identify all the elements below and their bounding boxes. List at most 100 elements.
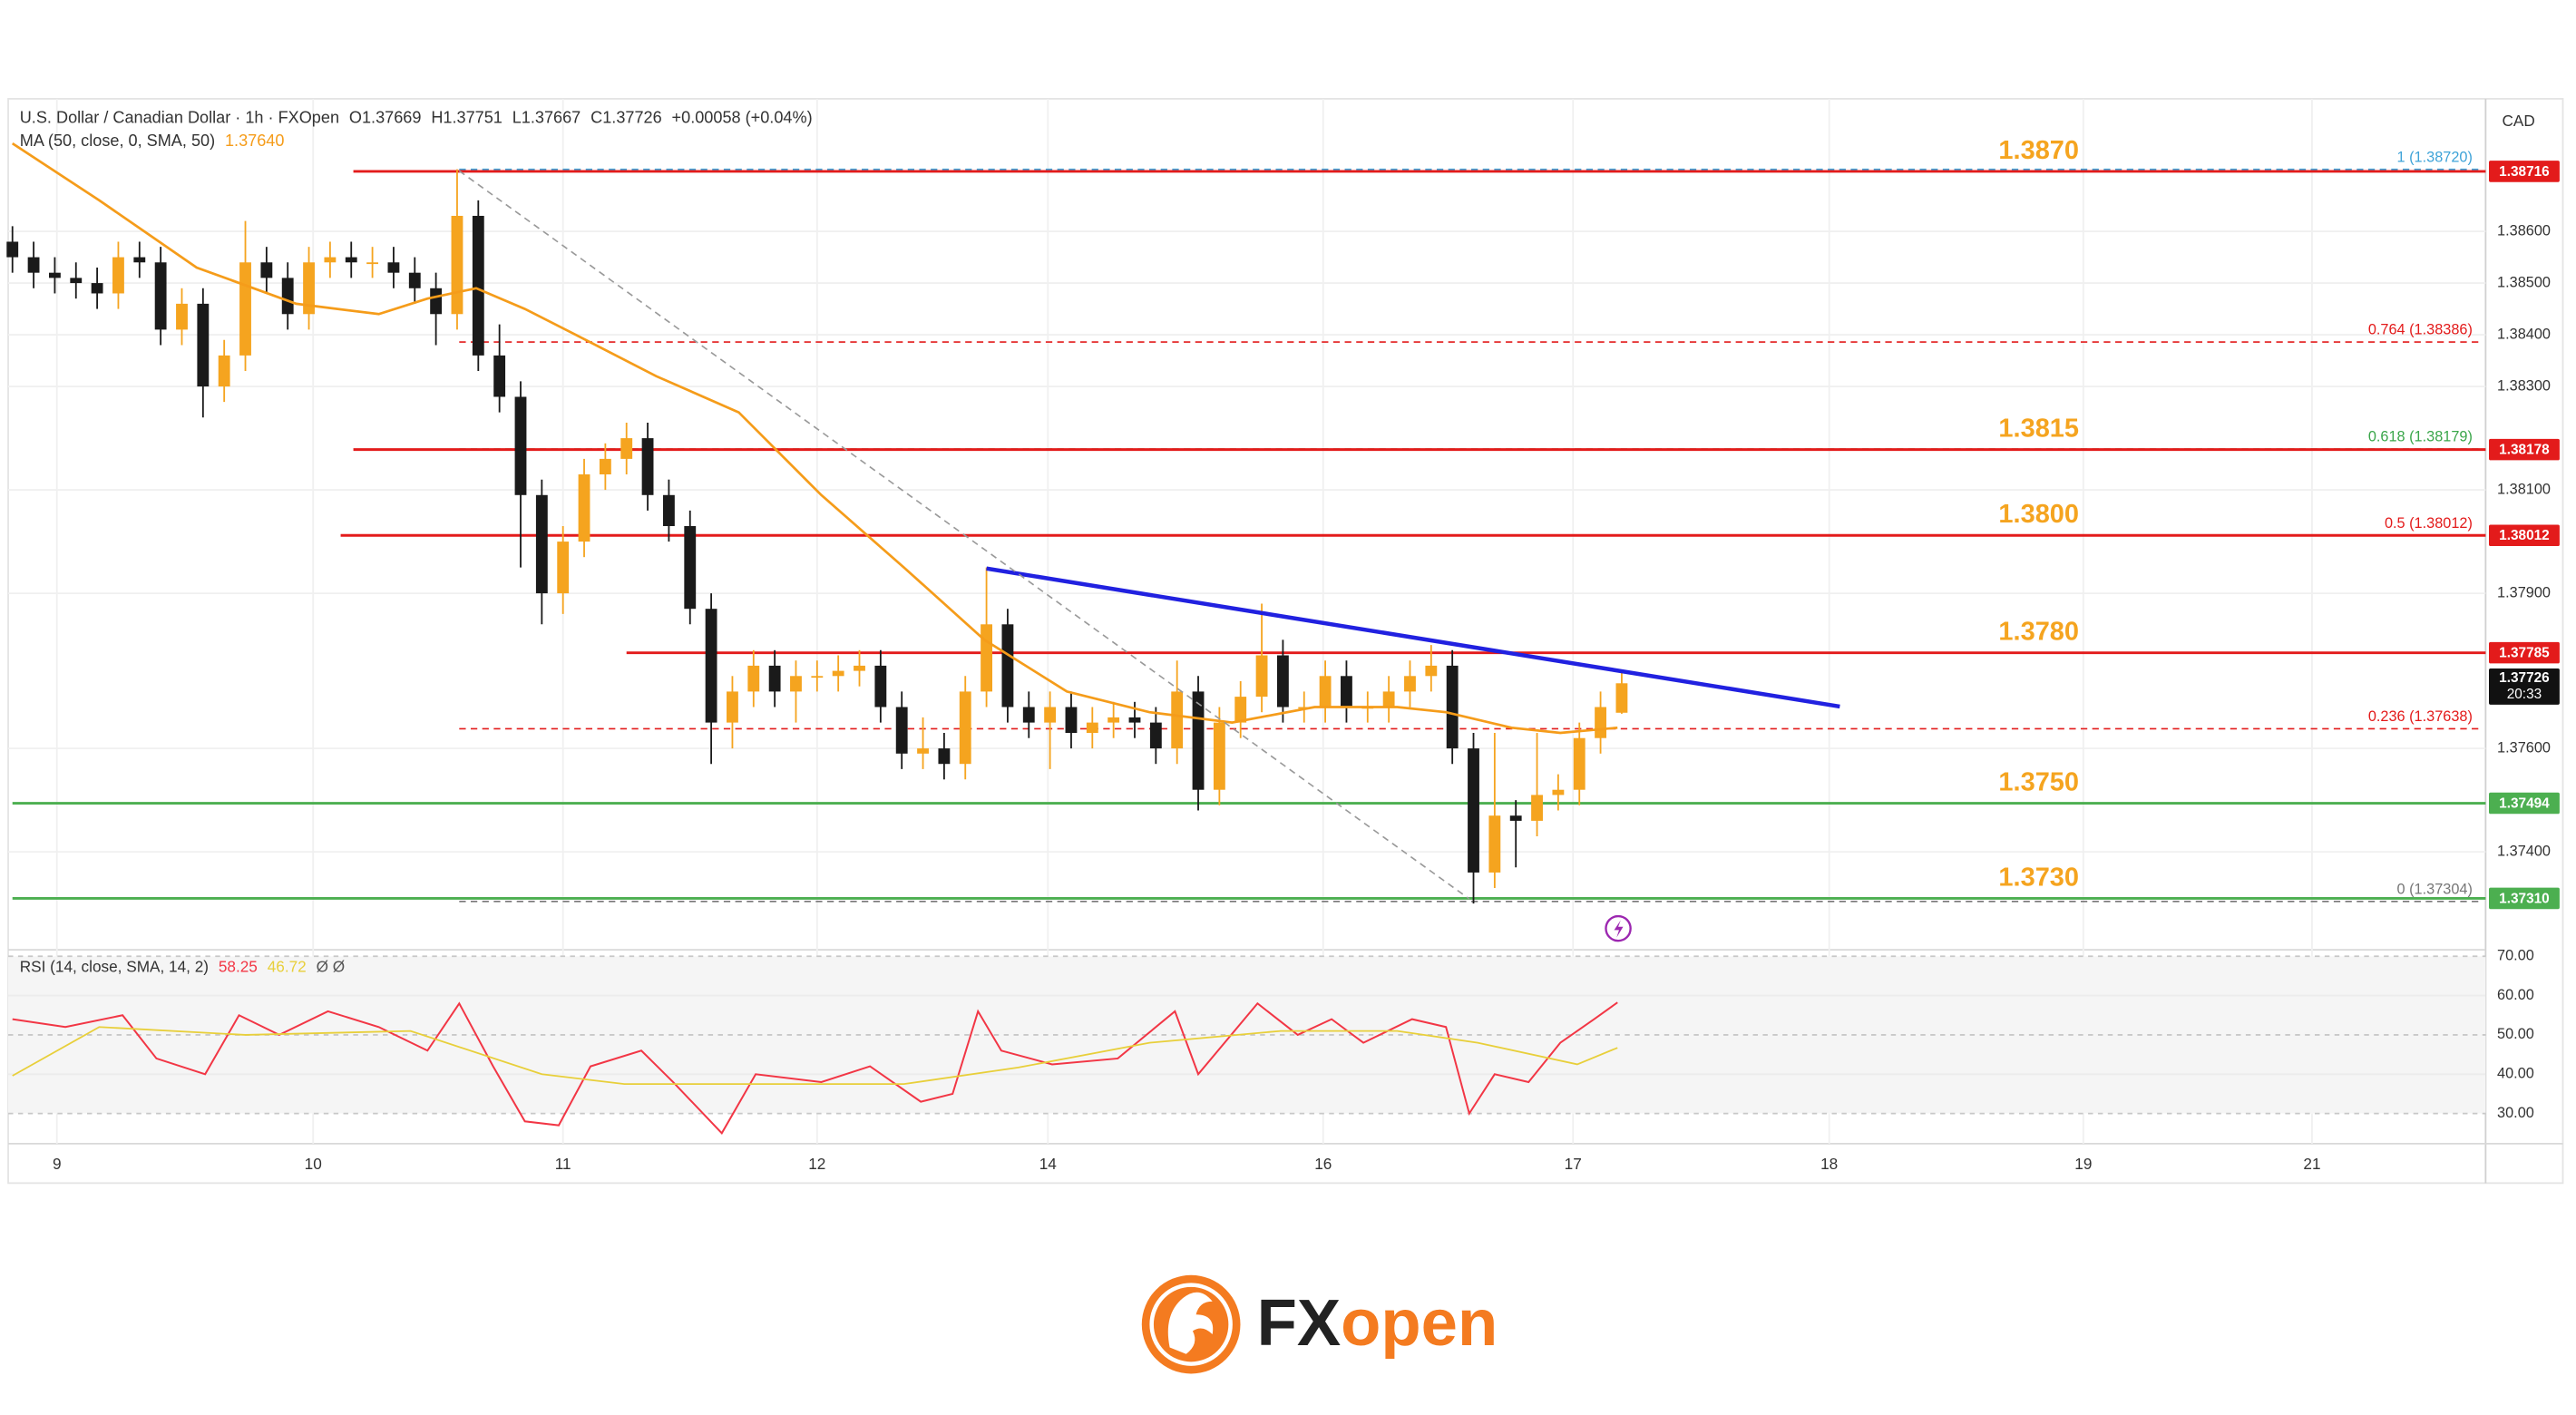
fib-label: 0.236 (1.37638) <box>2368 708 2473 725</box>
candle-body <box>1382 691 1395 708</box>
candle-body <box>451 215 463 315</box>
candle-body <box>91 283 103 294</box>
candle-body <box>578 473 590 542</box>
y-tick-label: 50.00 <box>2497 1026 2534 1042</box>
alert-icon[interactable] <box>1605 914 1632 942</box>
candle-body <box>1341 676 1352 708</box>
level-badge-text: 1.37494 <box>2499 796 2550 812</box>
y-tick-label: 60.00 <box>2497 987 2534 1003</box>
fib-label: 0.5 (1.38012) <box>2385 515 2473 532</box>
candle-body <box>832 670 844 677</box>
alert-bolt[interactable] <box>1614 920 1624 938</box>
y-tick-label: 1.38400 <box>2497 326 2551 342</box>
candle-body <box>70 278 83 284</box>
fib-label: 0.618 (1.38179) <box>2368 429 2473 445</box>
rsi-band <box>8 956 2486 1114</box>
candle-body <box>303 262 315 315</box>
level-label: 1.3730 <box>1998 863 2079 892</box>
logo-ring <box>1149 1283 1233 1366</box>
x-tick-label: 18 <box>1820 1155 1838 1173</box>
candle-body <box>1234 697 1247 723</box>
rsi-line <box>12 1001 1618 1135</box>
y-tick-label: 1.37600 <box>2497 739 2551 756</box>
x-tick-label: 11 <box>555 1155 571 1173</box>
level-label: 1.3800 <box>1998 500 2079 529</box>
candle-body <box>854 665 865 671</box>
level-label: 1.3870 <box>1998 136 2079 165</box>
level-label: 1.3750 <box>1998 767 2079 796</box>
candle-body <box>938 748 951 765</box>
y-tick-label: 1.37400 <box>2497 843 2551 859</box>
candle-body <box>1065 707 1078 734</box>
candle-body <box>535 494 548 594</box>
currency-label: CAD <box>2502 112 2534 130</box>
candle-body <box>1531 795 1543 821</box>
candle-body <box>959 691 971 765</box>
legend-text: +0.00058 (+0.04%) <box>672 108 813 126</box>
candle-body <box>6 241 19 258</box>
candle-body <box>1149 722 1162 749</box>
logo-icon <box>1141 1274 1241 1374</box>
level-badge <box>2489 887 2560 910</box>
candle-body <box>768 665 781 692</box>
level-badge-text: 1.37310 <box>2499 891 2550 906</box>
candle-body <box>1615 683 1628 713</box>
level-badge <box>2489 438 2560 461</box>
y-tick-label: 40.00 <box>2497 1066 2534 1082</box>
legend-text: RSI (14, close, SMA, 14, 2) <box>20 958 209 976</box>
candle-body <box>811 676 824 678</box>
candle-body <box>1488 815 1501 873</box>
candle-body <box>895 707 908 754</box>
candle-body <box>1404 676 1416 692</box>
candle-body <box>1425 665 1438 677</box>
fib-label: 0 (1.37304) <box>2397 881 2473 897</box>
candle-body <box>1319 676 1332 708</box>
candle-body <box>1171 691 1184 749</box>
candle-body <box>112 257 124 294</box>
legend-text: O1.37669 <box>349 108 422 126</box>
y-tick-label: 1.38500 <box>2497 274 2551 290</box>
countdown-text: 20:33 <box>2507 687 2542 702</box>
level-label: 1.3815 <box>1998 415 2079 444</box>
candle-body <box>260 262 273 278</box>
y-tick-label: 30.00 <box>2497 1105 2534 1121</box>
candle-body <box>324 257 337 263</box>
candle-body <box>1192 691 1205 790</box>
candle-body <box>1213 722 1225 790</box>
legend-text: H1.37751 <box>431 108 503 126</box>
candle-body <box>747 665 760 692</box>
rsi-line <box>12 1026 1618 1086</box>
candle-body <box>1001 624 1014 708</box>
level-badge-text: 1.38012 <box>2499 528 2550 543</box>
x-tick-label: 14 <box>1039 1155 1058 1173</box>
candle-body <box>620 438 633 459</box>
candle-body <box>408 272 421 288</box>
candle-body <box>472 215 484 356</box>
x-tick-label: 17 <box>1565 1155 1582 1173</box>
candle-body <box>345 257 357 263</box>
fib-label: 1 (1.38720) <box>2397 149 2473 165</box>
legend-text: U.S. Dollar / Canadian Dollar · 1h · FXO… <box>20 108 339 126</box>
candle-body <box>790 676 802 692</box>
candle-body <box>981 624 992 692</box>
candle-body <box>1468 748 1479 873</box>
price-badge-text: 1.37726 <box>2499 670 2550 686</box>
ma-line <box>11 142 1618 735</box>
level-badge <box>2489 524 2560 547</box>
candle-body <box>705 609 717 723</box>
x-tick-label: 21 <box>2303 1155 2320 1173</box>
candle-body <box>1107 717 1120 723</box>
candle-body <box>430 288 443 315</box>
candle-body <box>1128 717 1141 723</box>
candle-body <box>387 262 400 273</box>
candle-body <box>154 262 167 330</box>
logo-dragon <box>1167 1292 1214 1354</box>
candle-body <box>218 355 230 387</box>
candle-body <box>917 748 929 754</box>
candle-body <box>557 542 570 594</box>
legend-text: Ø Ø <box>317 958 346 976</box>
level-badge <box>2489 641 2560 664</box>
candle-body <box>1044 707 1057 723</box>
candle-body <box>514 396 527 495</box>
